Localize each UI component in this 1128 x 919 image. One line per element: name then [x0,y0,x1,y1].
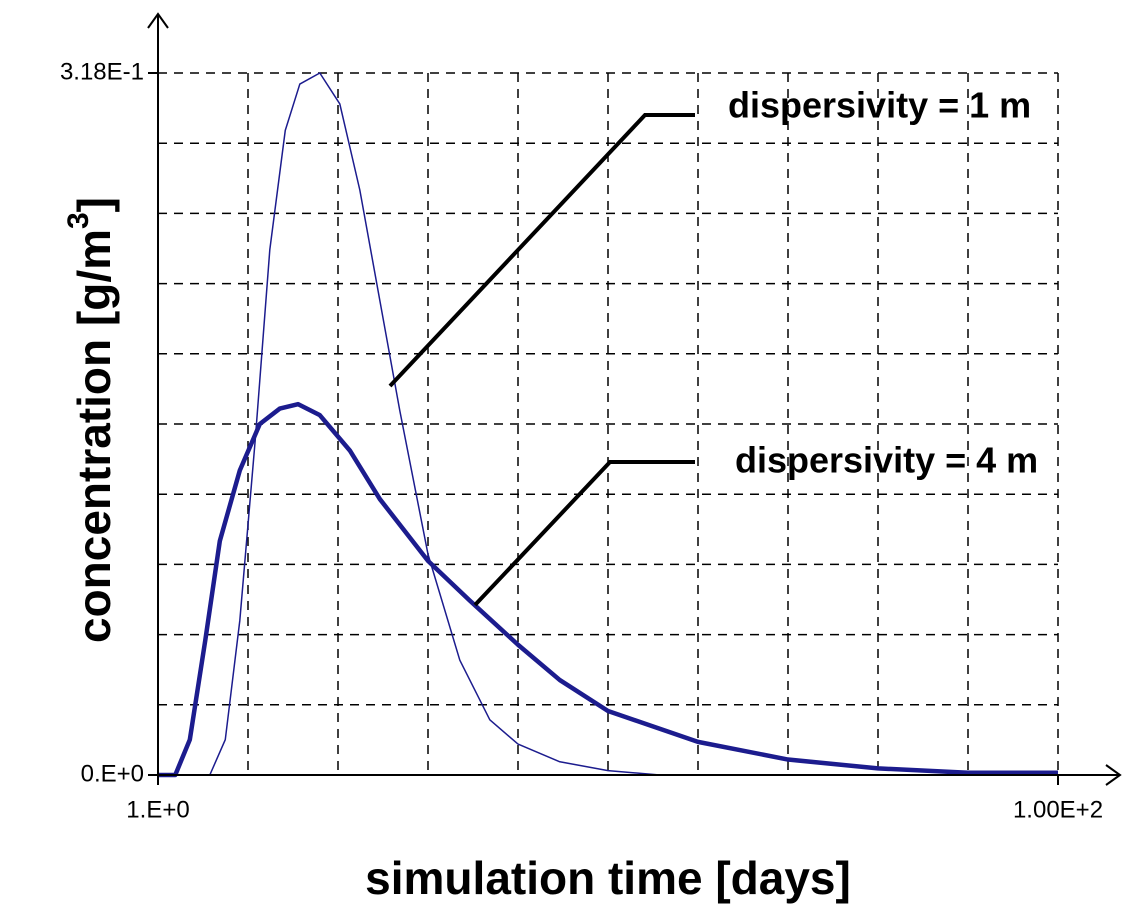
y-tick-label: 3.18E-1 [60,58,144,85]
lines [158,72,1058,778]
grid [158,72,1059,775]
leader-line [388,113,695,388]
x-tick-label: 1.00E+2 [1013,796,1103,823]
x-tick-label: 1.E+0 [126,796,189,823]
x-arrow [1105,764,1122,786]
series-line [158,401,1058,778]
y-arrow [147,12,169,29]
y-axis-label-text: concentration [g/m [68,229,120,643]
y-tick-label: 0.E+0 [81,760,144,787]
y-axis-label-end: ] [68,197,120,212]
series-line [158,72,660,776]
series-annotation: dispersivity = 4 m [735,440,1038,481]
leader-line [473,460,695,607]
y-axis-label-sup: 3 [62,212,95,229]
y-axis-label: concentration [g/m3] [62,197,120,643]
series-annotation: dispersivity = 1 m [728,85,1031,126]
x-axis-label: simulation time [days] [365,852,851,904]
